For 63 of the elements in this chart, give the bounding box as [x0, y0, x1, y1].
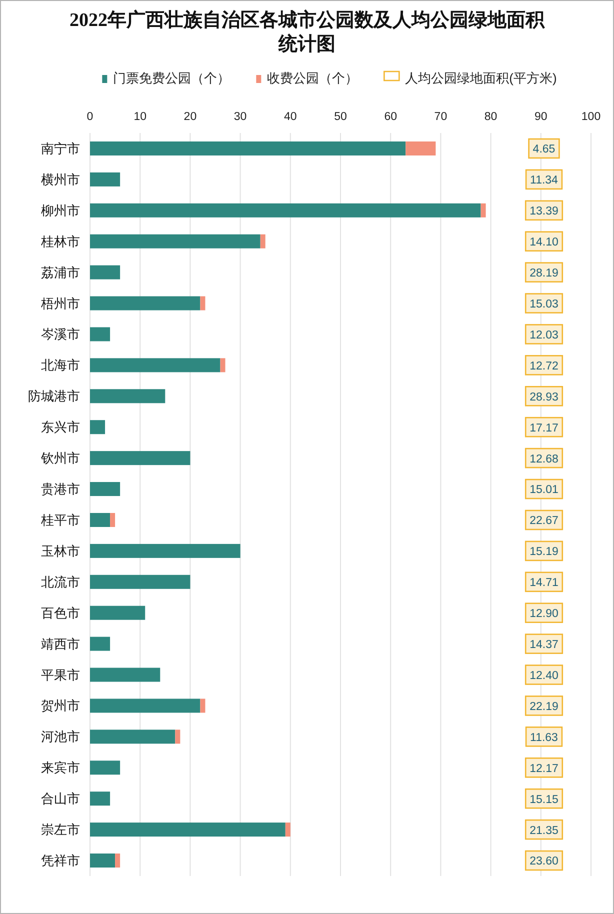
legend-label: 收费公园（个） — [267, 70, 358, 86]
value-label: 21.35 — [530, 824, 558, 837]
category-label: 东兴市 — [41, 420, 80, 435]
tick-label: 70 — [434, 111, 448, 123]
tick-label: 0 — [86, 111, 94, 123]
tick-label: 20 — [184, 111, 197, 123]
category-label: 岑溪市 — [41, 326, 80, 342]
tick-label: 10 — [134, 111, 146, 123]
category-label: 南宁市 — [41, 140, 80, 156]
category-label: 靖西市 — [41, 636, 80, 652]
tick-label: 60 — [384, 111, 397, 123]
category-label: 贵港市 — [41, 482, 80, 497]
category-label: 桂平市 — [41, 512, 80, 528]
tick-label: 80 — [484, 111, 498, 123]
title: 2022年广西壮族自治区各城市公园数及人均公园绿地面积统计图 — [68, 9, 546, 57]
value-label: 15.03 — [530, 298, 558, 310]
category-label: 贺州市 — [41, 698, 80, 714]
value-label: 14.37 — [530, 639, 558, 652]
value-label: 12.68 — [530, 453, 558, 466]
value-label: 11.34 — [530, 174, 558, 187]
tick-label: 40 — [284, 111, 297, 123]
value-label: 4.65 — [532, 144, 556, 156]
category-label: 来宾市 — [41, 760, 80, 776]
category-label: 钦州市 — [41, 450, 80, 466]
legend-label: 门票免费公园（个） — [113, 70, 230, 86]
tick-label: 100 — [581, 111, 601, 123]
category-label: 北海市 — [41, 358, 80, 373]
category-label: 平果市 — [41, 667, 80, 682]
tick-label: 30 — [234, 111, 247, 123]
value-label: 23.60 — [530, 856, 558, 868]
value-label: 14.71 — [530, 577, 558, 590]
value-label: 22.67 — [530, 515, 558, 528]
value-label: 15.19 — [530, 546, 558, 558]
category-label: 北流市 — [41, 574, 80, 590]
value-label: 12.90 — [530, 608, 558, 620]
category-label: 横州市 — [41, 172, 80, 187]
value-label: 28.93 — [530, 391, 558, 404]
value-label: 12.40 — [530, 670, 558, 682]
category-label: 河池市 — [41, 729, 80, 744]
value-label: 15.15 — [530, 794, 558, 806]
category-label: 防城港市 — [28, 388, 80, 404]
legend-label: 人均公园绿地面积(平方米) — [405, 70, 557, 86]
category-label: 梧州市 — [41, 296, 80, 311]
category-label: 崇左市 — [41, 822, 80, 838]
category-label: 柳州市 — [41, 202, 80, 218]
value-label: 13.39 — [530, 206, 558, 218]
category-label: 百色市 — [41, 605, 80, 620]
tick-label: 50 — [334, 111, 347, 123]
value-label: 12.03 — [530, 329, 558, 342]
value-label: 14.10 — [530, 236, 558, 249]
category-label: 合山市 — [41, 791, 80, 806]
value-label: 11.63 — [530, 732, 558, 744]
tick-label: 90 — [534, 111, 548, 123]
value-label: 22.19 — [530, 700, 558, 713]
value-label: 15.01 — [530, 484, 558, 496]
value-label: 12.72 — [530, 360, 558, 372]
value-label: 17.17 — [530, 422, 558, 434]
category-label: 桂林市 — [41, 234, 80, 249]
category-label: 凭祥市 — [41, 853, 80, 868]
value-label: 12.17 — [530, 762, 558, 775]
category-label: 玉林市 — [41, 543, 80, 558]
value-label: 28.19 — [530, 268, 558, 280]
category-label: 荔浦市 — [41, 264, 80, 280]
